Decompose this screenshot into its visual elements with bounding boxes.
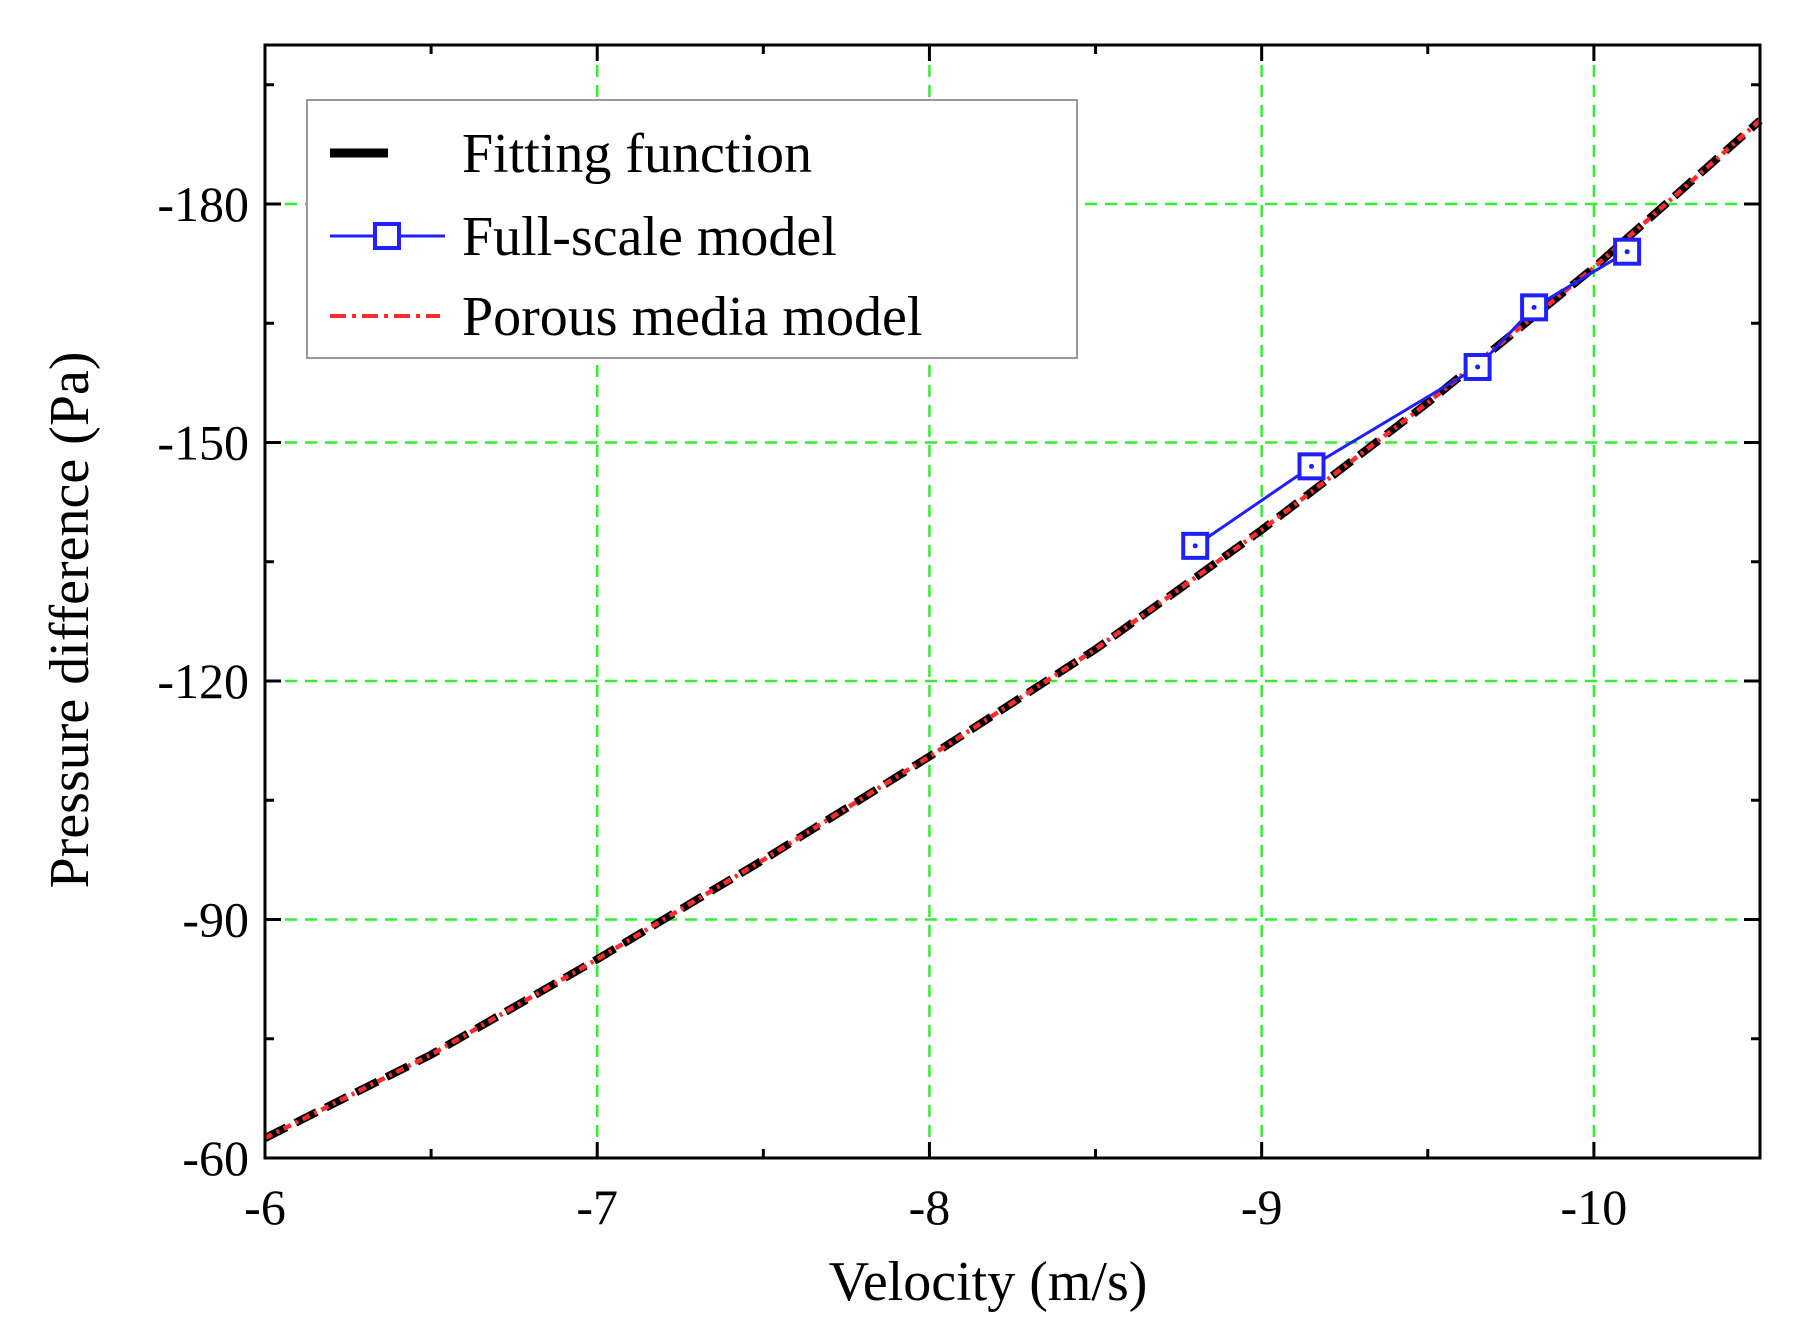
x-tick-label: -9: [1241, 1179, 1283, 1235]
legend-swatch-fullscale-marker: [373, 222, 401, 250]
y-tick-labels: -60 -90 -120 -150 -180: [157, 176, 249, 1186]
x-tick-labels: -6 -7 -8 -9 -10: [244, 1179, 1627, 1235]
full-scale-marker-dot: [1624, 249, 1630, 255]
x-tick-label: -7: [576, 1179, 618, 1235]
legend-label-porous: Porous media model: [462, 286, 922, 348]
full-scale-marker-dot: [1192, 543, 1198, 549]
legend-label-fitting: Fitting function: [462, 123, 812, 185]
full-scale-marker: [1181, 531, 1210, 560]
legend-label-fullscale: Full-scale model: [462, 206, 837, 268]
y-tick-label: -120: [157, 653, 249, 709]
x-tick-label: -10: [1561, 1179, 1628, 1235]
y-axis-title: Pressure difference (Pa): [39, 352, 101, 889]
plot-series: [263, 117, 1763, 1142]
legend: Fitting function Full-scale model Porous…: [306, 99, 1078, 359]
full-scale-marker-dot: [1475, 364, 1481, 370]
series-porous-media-line: [263, 118, 1762, 1141]
full-scale-marker-dot: [1309, 463, 1314, 469]
x-axis-title: Velocity (m/s): [829, 1251, 1148, 1313]
y-tick-label: -150: [157, 415, 249, 471]
plot-frame: [263, 43, 1762, 1160]
full-scale-marker-dot: [1531, 304, 1537, 310]
y-tick-label: -60: [182, 1130, 249, 1186]
axis-ticks: [263, 45, 1762, 1160]
x-tick-label: -6: [244, 1179, 286, 1235]
y-tick-label: -90: [182, 892, 249, 948]
x-tick-label: -8: [909, 1179, 951, 1235]
y-tick-label: -180: [157, 176, 249, 232]
